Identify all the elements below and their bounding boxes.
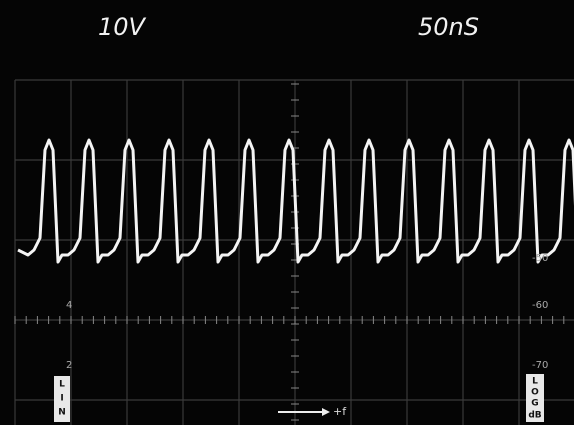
oscilloscope-screen: 10V 50nS -50 -60 -70 4 2 L I N L O G dB … (0, 0, 574, 425)
lin-scale-label: 4 (66, 300, 72, 311)
lin-letter: I (60, 394, 63, 404)
db-scale-label: -70 (532, 360, 548, 371)
db-scale-label: -50 (532, 253, 548, 264)
volts-label: 10V (98, 13, 147, 41)
log-letter: L (532, 377, 538, 387)
log-letter: G (531, 399, 538, 409)
log-unit: dB (528, 411, 541, 421)
frequency-label: +f (333, 405, 347, 418)
log-letter: O (531, 388, 539, 398)
lin-letter: N (58, 408, 66, 418)
time-label: 50nS (418, 13, 479, 41)
lin-letter: L (59, 380, 65, 390)
db-scale-label: -60 (532, 300, 548, 311)
lin-scale-label: 2 (66, 360, 72, 371)
background (0, 0, 574, 425)
